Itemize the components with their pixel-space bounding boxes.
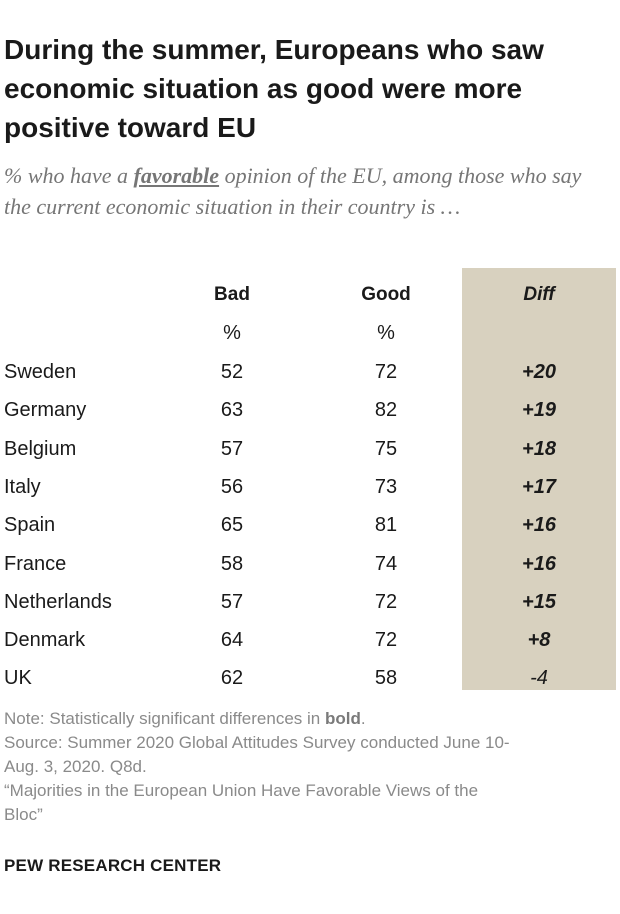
row-bad-value: 58 bbox=[220, 552, 244, 575]
row-country: Denmark bbox=[4, 629, 86, 652]
row-country: Netherlands bbox=[4, 590, 112, 613]
row-country: Italy bbox=[4, 475, 41, 498]
column-header-diff: Diff bbox=[523, 284, 555, 305]
note-bold: bold bbox=[324, 709, 361, 728]
row-diff-value: +20 bbox=[522, 361, 556, 383]
report-title-line2: Bloc” bbox=[4, 805, 43, 824]
report-title-line1: “Majorities in the European Union Have F… bbox=[4, 781, 479, 800]
row-country: Sweden bbox=[4, 361, 77, 383]
row-country: Germany bbox=[4, 399, 87, 422]
row-country: France bbox=[4, 552, 67, 575]
chart-title: During the summer, Europeans who saw eco… bbox=[4, 34, 544, 143]
unit-label-bad: % bbox=[223, 322, 241, 344]
row-bad-value: 57 bbox=[220, 437, 244, 460]
row-bad-value: 57 bbox=[220, 590, 244, 613]
row-diff-value: +16 bbox=[522, 552, 556, 575]
row-good-value: 74 bbox=[374, 552, 398, 575]
row-good-value: 82 bbox=[374, 399, 398, 422]
subtitle-suffix: opinion of the EU, among those who say t… bbox=[4, 163, 582, 219]
row-diff-value: +8 bbox=[527, 629, 551, 652]
row-bad-value: 65 bbox=[220, 514, 244, 537]
row-diff-value: +19 bbox=[522, 399, 556, 422]
row-bad-value: 64 bbox=[220, 629, 244, 652]
row-good-value: 75 bbox=[374, 437, 398, 460]
note-prefix: Note: Statistically significant differen… bbox=[4, 709, 325, 728]
row-good-value: 81 bbox=[374, 514, 398, 537]
row-bad-value: 52 bbox=[220, 361, 244, 383]
row-country: Spain bbox=[4, 514, 56, 537]
row-good-value: 58 bbox=[374, 667, 398, 690]
row-diff-value: +18 bbox=[522, 437, 556, 460]
row-good-value: 73 bbox=[374, 475, 398, 498]
source-note-line1: Source: Summer 2020 Global Attitudes Sur… bbox=[4, 733, 510, 752]
row-diff-value: +16 bbox=[522, 514, 556, 537]
chart-notes: Note: Statistically significant differen… bbox=[4, 707, 614, 827]
unit-label-good: % bbox=[377, 322, 395, 344]
brand-logo-text: PEW RESEARCH CENTER bbox=[4, 856, 222, 875]
subtitle-emphasis: favorable bbox=[133, 163, 220, 188]
row-bad-value: 56 bbox=[220, 475, 244, 498]
source-note-line2: Aug. 3, 2020. Q8d. bbox=[4, 757, 147, 776]
row-diff-value: +17 bbox=[522, 475, 556, 498]
row-bad-value: 63 bbox=[220, 399, 244, 422]
column-header-bad: Bad bbox=[214, 284, 250, 305]
significance-note: Note: Statistically significant differen… bbox=[4, 707, 614, 731]
row-bad-value: 62 bbox=[220, 667, 244, 690]
row-diff-value: -4 bbox=[530, 667, 548, 690]
row-good-value: 72 bbox=[374, 361, 398, 383]
row-country: UK bbox=[4, 667, 32, 690]
subtitle-prefix: % who have a bbox=[4, 163, 134, 188]
column-header-good: Good bbox=[361, 284, 411, 305]
row-country: Belgium bbox=[4, 437, 77, 460]
chart-subtitle: % who have a favorable opinion of the EU… bbox=[4, 160, 604, 222]
row-good-value: 72 bbox=[374, 590, 398, 613]
row-diff-value: +15 bbox=[522, 590, 556, 613]
row-good-value: 72 bbox=[374, 629, 398, 652]
diff-column-band bbox=[462, 268, 616, 690]
note-suffix: . bbox=[360, 709, 366, 728]
